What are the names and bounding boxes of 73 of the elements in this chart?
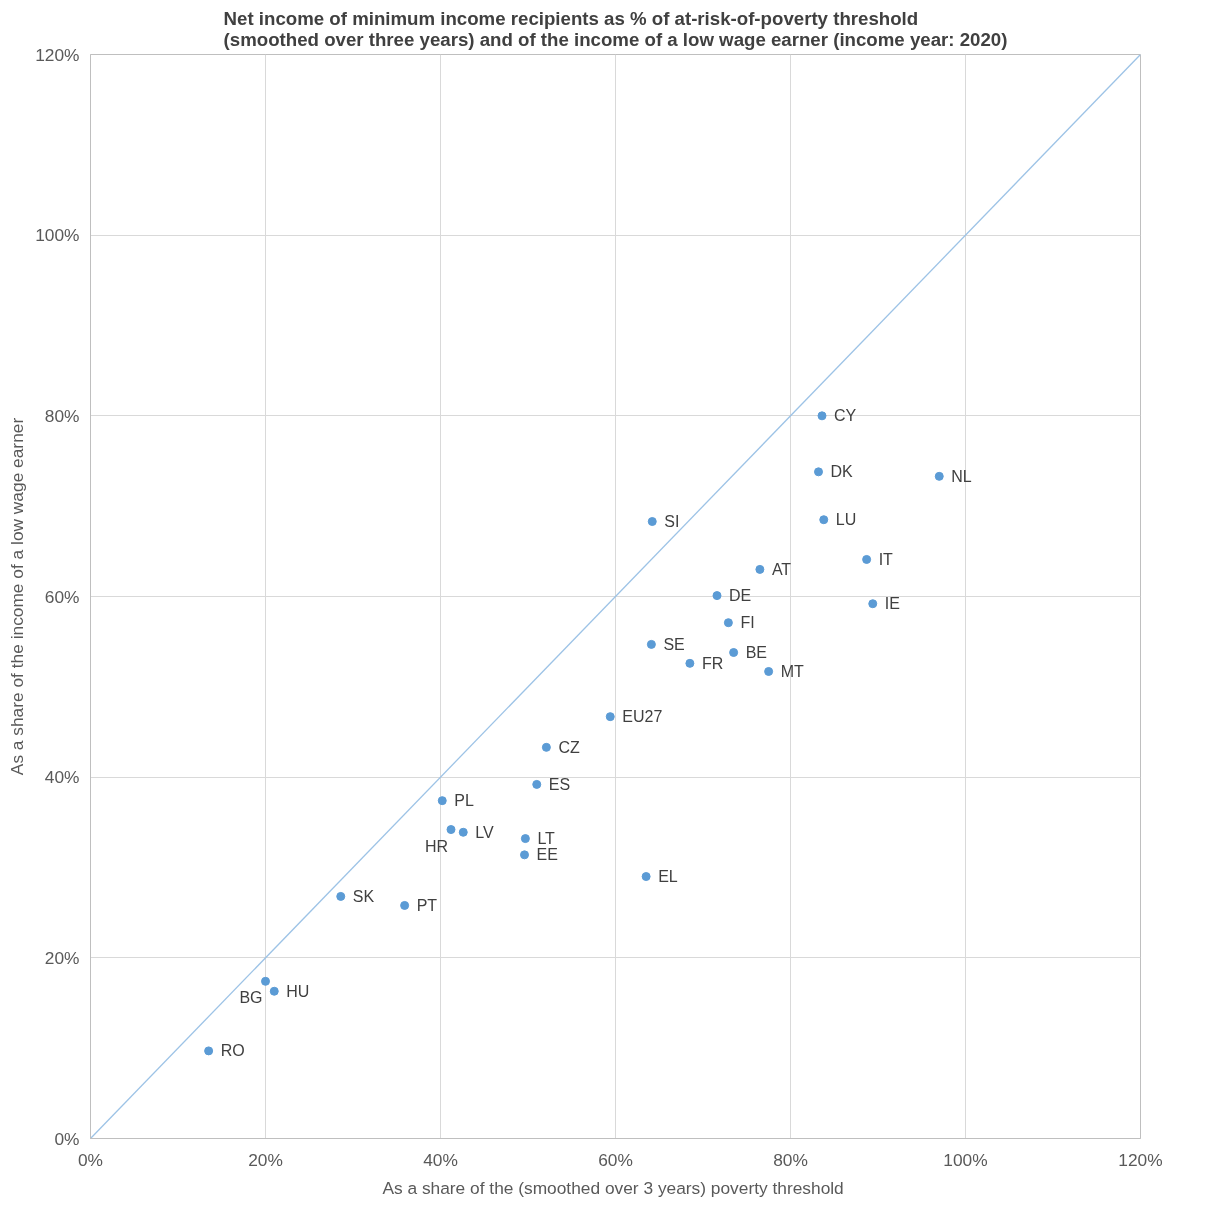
point [723, 618, 733, 628]
point [204, 1046, 214, 1056]
point [819, 515, 829, 525]
x-tick-label: 60% [598, 1149, 633, 1170]
annotation: EE [536, 846, 558, 864]
point [261, 976, 270, 986]
annotation: IT [878, 550, 894, 568]
point [868, 599, 878, 609]
annotation: IE [884, 595, 900, 613]
point [520, 834, 530, 844]
point [269, 986, 279, 996]
point [646, 639, 656, 649]
chart-title: Net income of minimum income recipients as % of at-risk-of-poverty threshold (smoothed over three years) and of the income of a low wage earner (income year: 2020) [223, 7, 1008, 50]
y-tick-label: 0% [54, 1128, 80, 1149]
y-tick-label: 20% [44, 947, 80, 968]
point [532, 779, 542, 789]
annotation: LT [537, 830, 556, 848]
point [541, 742, 551, 752]
point [336, 891, 346, 901]
y-tick-label: 80% [44, 405, 80, 426]
x-tick-label: 120% [1118, 1149, 1163, 1170]
point [446, 825, 456, 835]
annotation: SE [663, 635, 685, 653]
annotation: EL [658, 868, 678, 886]
x-tick-label: 100% [943, 1149, 988, 1170]
annotation: DE [729, 587, 752, 605]
point [641, 872, 651, 882]
point [862, 554, 872, 564]
point [817, 411, 827, 421]
x-tick-label: 80% [773, 1149, 808, 1170]
annotation: HU [286, 982, 310, 1000]
annotation: BE [745, 644, 767, 662]
annotation: CZ [558, 738, 580, 756]
y-axis-title: As a share of the income of a low wage earner [7, 417, 28, 776]
annotation: PT [416, 896, 438, 914]
point [764, 666, 774, 676]
annotation: BG [239, 989, 263, 1007]
point [729, 648, 739, 657]
annotation: SI [664, 513, 680, 531]
y-tick-label: 40% [44, 767, 80, 788]
annotation: LV [475, 823, 494, 841]
point [458, 827, 468, 837]
annotation: CY [834, 407, 857, 425]
annotation: EU27 [622, 708, 663, 726]
annotation: RO [220, 1042, 245, 1060]
point [605, 712, 615, 722]
point [437, 796, 447, 806]
x-tick-label: 20% [248, 1149, 283, 1170]
point [934, 471, 944, 481]
annotation: AT [771, 560, 792, 578]
point [400, 900, 410, 910]
point [712, 591, 722, 601]
x-tick-label: 40% [423, 1149, 458, 1170]
annotation: FR [701, 654, 724, 672]
annotation: MT [780, 662, 804, 680]
point [755, 564, 765, 574]
annotation: FI [740, 614, 755, 632]
annotation: ES [548, 775, 571, 793]
point [814, 467, 823, 477]
annotation: DK [830, 463, 854, 481]
annotation: PL [454, 792, 474, 810]
y-tick-label: 60% [44, 586, 80, 607]
x-axis-title: As a share of the (smoothed over 3 years) poverty threshold [382, 1177, 844, 1198]
annotation: HR [424, 837, 448, 855]
point [647, 517, 657, 527]
y-tick-label: 120% [35, 44, 80, 65]
x-tick-label: 0% [77, 1149, 104, 1170]
annotation: NL [951, 467, 972, 485]
y-tick-label: 100% [35, 225, 80, 246]
annotation: LU [835, 511, 857, 529]
point [685, 658, 695, 668]
annotation: SK [352, 887, 375, 905]
point [520, 850, 529, 860]
